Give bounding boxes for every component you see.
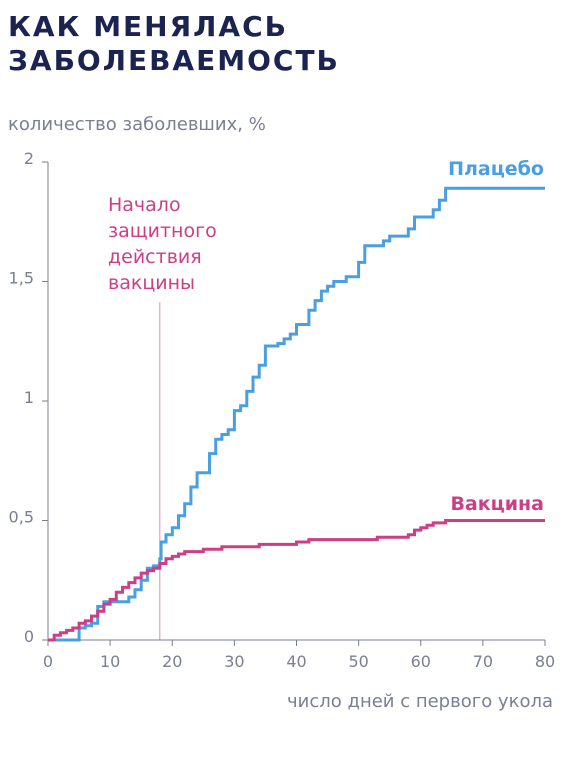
annotation-text-line: Начало bbox=[108, 194, 181, 216]
vaccine-series-label: Вакцина bbox=[450, 493, 544, 515]
vaccine-series-line bbox=[48, 519, 545, 642]
annotation-text-line: действия bbox=[108, 246, 202, 268]
y-tick-label: 2 bbox=[24, 149, 34, 168]
placebo-series-label: Плацебо bbox=[448, 158, 544, 180]
y-tick-label: 0,5 bbox=[9, 508, 34, 527]
y-axis-label: количество заболевших, % bbox=[8, 114, 266, 135]
axes: 0 10 20 30 40 50 60 70 80 0 0,5 1 1,5 2 число дней с п… bbox=[9, 149, 556, 712]
y-tick-label: 1 bbox=[24, 388, 34, 407]
x-tick-label: 0 bbox=[43, 652, 53, 671]
series-lines bbox=[48, 186, 545, 642]
chart-title-line-1: Как менялась bbox=[8, 10, 288, 43]
y-tick-label: 1,5 bbox=[9, 269, 34, 288]
annotation: Начало защитного действия вакцины bbox=[108, 194, 217, 640]
chart-title-line-2: заболеваемость bbox=[8, 44, 340, 77]
x-tick-label: 20 bbox=[162, 652, 182, 671]
series-labels: Плацебо Вакцина bbox=[448, 158, 544, 515]
x-tick-label: 70 bbox=[473, 652, 493, 671]
x-tick-label: 80 bbox=[535, 652, 555, 671]
x-axis-label: число дней с первого укола bbox=[287, 691, 553, 712]
placebo-series-line bbox=[48, 186, 545, 642]
x-tick-label: 10 bbox=[100, 652, 120, 671]
annotation-text-line: вакцины bbox=[108, 272, 195, 294]
x-tick-label: 50 bbox=[348, 652, 368, 671]
y-tick-label: 0 bbox=[24, 627, 34, 646]
annotation-text-line: защитного bbox=[108, 220, 217, 242]
chart-title: Как менялась заболеваемость bbox=[8, 10, 340, 78]
x-tick-label: 60 bbox=[411, 652, 431, 671]
x-tick-label: 40 bbox=[286, 652, 306, 671]
x-tick-label: 30 bbox=[224, 652, 244, 671]
